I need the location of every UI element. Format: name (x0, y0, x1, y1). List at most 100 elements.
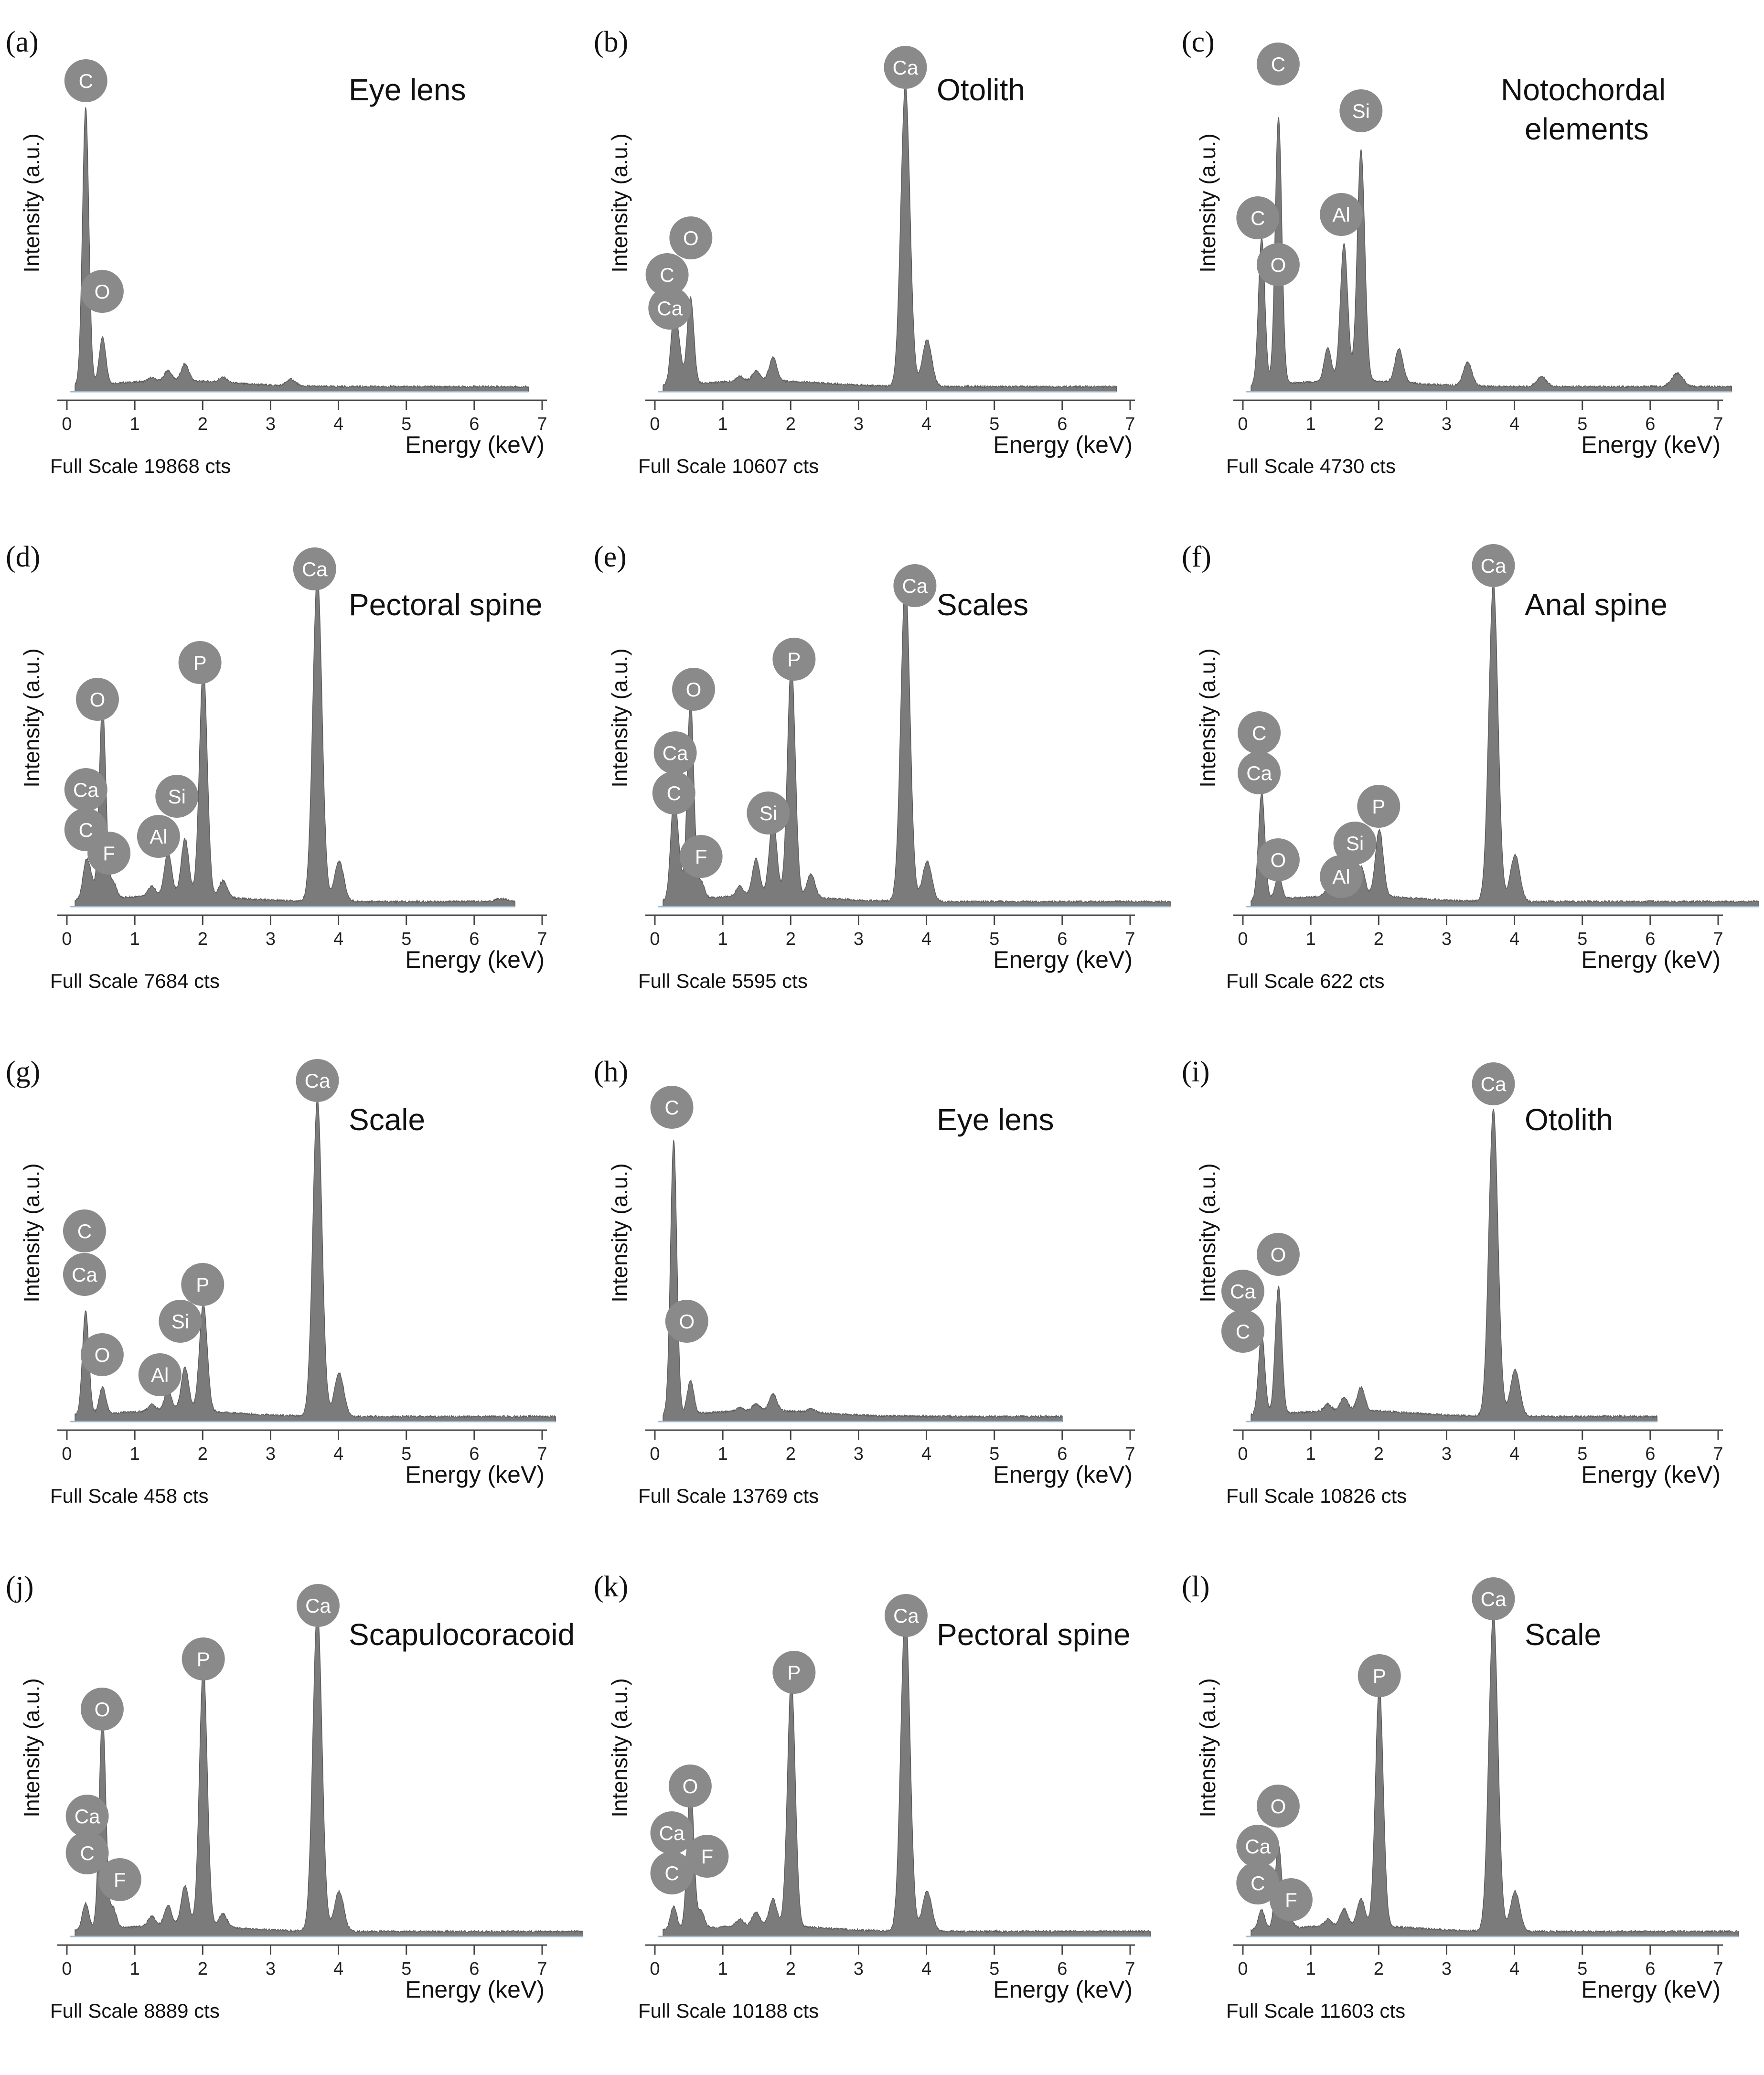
x-tick-label: 0 (1238, 1444, 1248, 1464)
x-tick-label: 3 (854, 414, 864, 434)
element-marker-label: Si (171, 1310, 189, 1333)
element-marker-label: C (664, 1096, 679, 1119)
x-tick-label: 5 (401, 929, 411, 949)
x-axis-label: Energy (keV) (405, 1976, 545, 2003)
spectrum-area (1251, 1612, 1739, 1937)
element-marker-label: C (80, 1842, 94, 1864)
element-marker-p: P (772, 1651, 816, 1694)
x-tick-label: 0 (650, 1959, 660, 1979)
x-tick-label: 1 (1306, 929, 1316, 949)
x-tick-label: 6 (1645, 1959, 1655, 1979)
element-marker-f: F (679, 835, 723, 878)
panel-letter: (e) (594, 541, 627, 573)
element-marker-ca: Ca (884, 1594, 928, 1637)
element-marker-label: Ca (893, 1604, 919, 1627)
element-marker-circle (178, 641, 222, 684)
x-tick-label: 2 (1374, 929, 1384, 949)
sample-title: Scales (937, 588, 1028, 622)
element-marker-circle (668, 1765, 712, 1808)
x-axis-label: Energy (keV) (993, 1461, 1133, 1488)
x-tick-label: 6 (1057, 1444, 1067, 1464)
element-marker-circle (893, 564, 937, 607)
x-tick-label: 4 (921, 929, 931, 949)
x-axis-label: Energy (keV) (405, 946, 545, 973)
element-marker-label: O (1271, 1795, 1286, 1818)
sample-title: Scale (349, 1102, 425, 1137)
full-scale-label: Full Scale 13769 cts (638, 1485, 819, 1507)
element-marker-si: Si (1333, 822, 1377, 865)
element-marker-label: Ca (659, 1822, 685, 1844)
element-marker-label: C (79, 70, 93, 92)
x-tick-label: 5 (401, 414, 411, 434)
x-tick-label: 5 (1577, 1959, 1587, 1979)
panel-letter: (l) (1182, 1571, 1210, 1603)
x-tick-label: 1 (1306, 414, 1316, 434)
element-marker-si: Si (1339, 89, 1383, 132)
element-marker-si: Si (159, 1300, 202, 1343)
x-tick-label: 2 (1374, 1959, 1384, 1979)
element-marker-circle (98, 1858, 141, 1901)
x-tick-label: 6 (1057, 414, 1067, 434)
x-tick-label: 2 (786, 1959, 796, 1979)
x-tick-label: 5 (1577, 414, 1587, 434)
x-tick-label: 0 (1238, 1959, 1248, 1979)
x-tick-label: 4 (1509, 1444, 1519, 1464)
x-tick-label: 3 (1442, 929, 1452, 949)
element-marker-circle (652, 771, 695, 814)
sample-title: Otolith (937, 73, 1025, 107)
element-marker-c: C (65, 1831, 109, 1874)
x-tick-label: 4 (1509, 929, 1519, 949)
element-marker-circle (1357, 785, 1401, 828)
sample-title: Scale (1525, 1617, 1601, 1652)
element-marker-f: F (685, 1835, 729, 1878)
element-marker-c: C (650, 1851, 694, 1894)
element-marker-o: O (668, 1765, 712, 1808)
y-axis-label: Intensity (a.u.) (1195, 133, 1220, 272)
x-tick-label: 0 (62, 414, 72, 434)
element-marker-circle (293, 547, 336, 590)
x-tick-label: 5 (989, 414, 999, 434)
x-axis-label: Energy (keV) (1581, 431, 1721, 458)
element-marker-circle (884, 46, 927, 89)
x-tick-label: 4 (333, 1444, 343, 1464)
element-marker-label: Ca (1230, 1280, 1256, 1303)
element-marker-label: C (1252, 722, 1266, 744)
spectrum-panel-h: (h) Intensity (a.u.) 0 1 2 3 4 5 6 7 Energy (keV) F… (588, 1030, 1176, 1545)
element-marker-label: Ca (305, 1594, 331, 1617)
element-marker-circle (64, 768, 107, 811)
element-marker-p: P (181, 1263, 225, 1306)
x-axis-label: Energy (keV) (1581, 1461, 1721, 1488)
x-tick-label: 3 (854, 1959, 864, 1979)
x-tick-label: 5 (1577, 929, 1587, 949)
panel-letter: (i) (1182, 1056, 1210, 1088)
x-tick-label: 1 (130, 929, 140, 949)
element-marker-circle (645, 253, 689, 296)
x-tick-label: 3 (266, 414, 276, 434)
spectrum-area (75, 107, 529, 392)
x-tick-label: 4 (921, 1444, 931, 1464)
element-marker-circle (669, 216, 713, 259)
element-marker-label: P (787, 1661, 801, 1684)
element-marker-circle (137, 815, 180, 858)
x-tick-label: 5 (989, 1444, 999, 1464)
element-marker-circle (648, 287, 692, 330)
spectrum-area (663, 86, 1117, 392)
element-marker-circle (679, 835, 723, 878)
x-tick-label: 1 (718, 1959, 728, 1979)
x-tick-label: 4 (921, 414, 931, 434)
panel-letter: (g) (6, 1056, 40, 1088)
full-scale-label: Full Scale 7684 cts (50, 970, 220, 992)
spectrum-panel-e: (e) Intensity (a.u.) 0 1 2 3 4 5 6 7 Energy (keV) F… (588, 515, 1176, 1030)
element-marker-p: P (772, 638, 816, 681)
element-marker-label: Al (1332, 866, 1350, 888)
x-tick-label: 7 (537, 1444, 547, 1464)
element-marker-circle (650, 1851, 694, 1894)
spectrum-area (663, 1140, 1063, 1422)
element-marker-c: C (1236, 1861, 1280, 1904)
x-tick-label: 2 (198, 1444, 208, 1464)
element-marker-label: Ca (1481, 1073, 1507, 1095)
